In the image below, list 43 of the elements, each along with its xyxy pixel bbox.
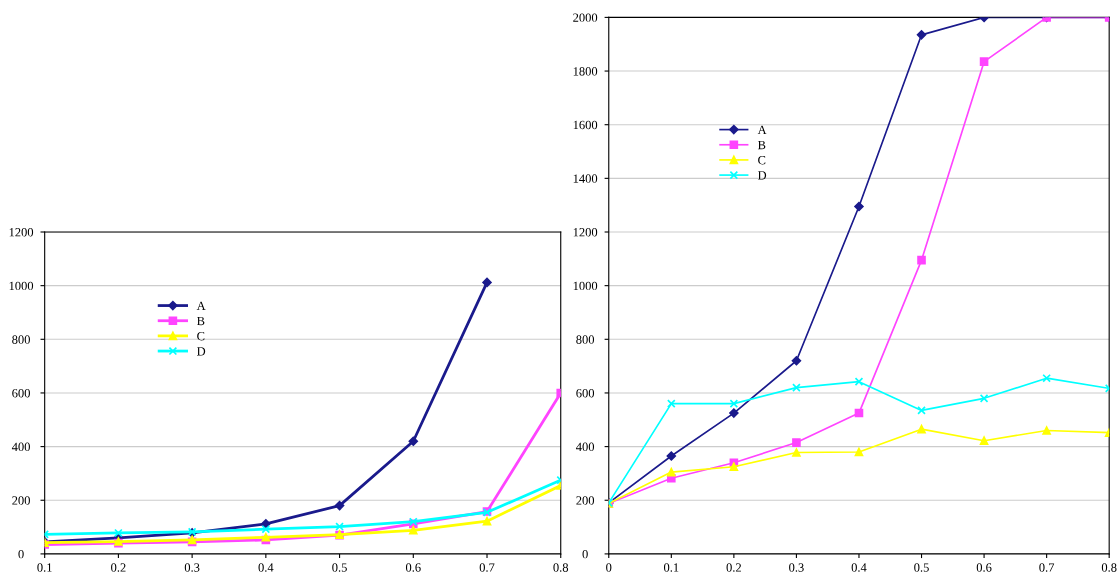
x-tick-label: 0.2: [111, 563, 126, 572]
x-tick-label: 0.7: [1039, 563, 1055, 572]
x-tick-label: 0.3: [184, 563, 200, 572]
legend-label: C: [197, 331, 205, 341]
legend-label: B: [757, 140, 766, 150]
x-tick-label: 0.2: [726, 563, 741, 572]
y-tick-label: 1800: [573, 67, 598, 76]
x-tick-label: 0.1: [37, 563, 52, 572]
legend-label: D: [197, 347, 206, 356]
x-tick-label: 0.8: [1101, 563, 1117, 572]
y-tick-label: 200: [576, 496, 595, 505]
y-tick-label: 1000: [9, 281, 34, 291]
x-tick-label: 0.4: [851, 563, 867, 572]
y-tick-label: 1000: [573, 281, 598, 291]
x-tick-label: 0.6: [976, 563, 992, 572]
y-tick-label: 0: [582, 549, 588, 559]
y-tick-label: 1400: [573, 174, 598, 183]
legend-label: A: [757, 125, 767, 134]
x-tick-label: 0.1: [663, 563, 679, 572]
x-tick-label: 0.3: [789, 563, 804, 572]
y-tick-label: 200: [12, 496, 30, 505]
x-tick-label: 0.8: [553, 563, 569, 572]
y-tick-label: 400: [11, 442, 30, 452]
y-tick-label: 800: [576, 335, 595, 344]
y-tick-label: 1600: [573, 120, 598, 130]
x-tick-label: 0.6: [405, 563, 421, 572]
legend-label: D: [757, 171, 767, 180]
x-tick-label: 0.7: [479, 563, 495, 572]
y-tick-label: 1200: [573, 228, 598, 237]
x-tick-label: 0: [606, 563, 612, 572]
y-tick-label: 600: [576, 388, 595, 398]
legend-label: B: [197, 316, 205, 326]
legend-label: A: [196, 301, 206, 310]
y-tick-label: 400: [576, 442, 595, 452]
x-tick-label: 0.5: [332, 563, 347, 572]
x-tick-label: 0.5: [914, 563, 929, 572]
y-tick-label: 800: [12, 335, 30, 344]
legend-label: C: [758, 156, 766, 165]
y-tick-label: 1200: [9, 228, 34, 237]
y-tick-label: 2000: [573, 13, 598, 22]
y-tick-label: 0: [18, 549, 24, 559]
x-tick-label: 0.4: [258, 563, 274, 572]
y-tick-label: 600: [12, 388, 30, 398]
